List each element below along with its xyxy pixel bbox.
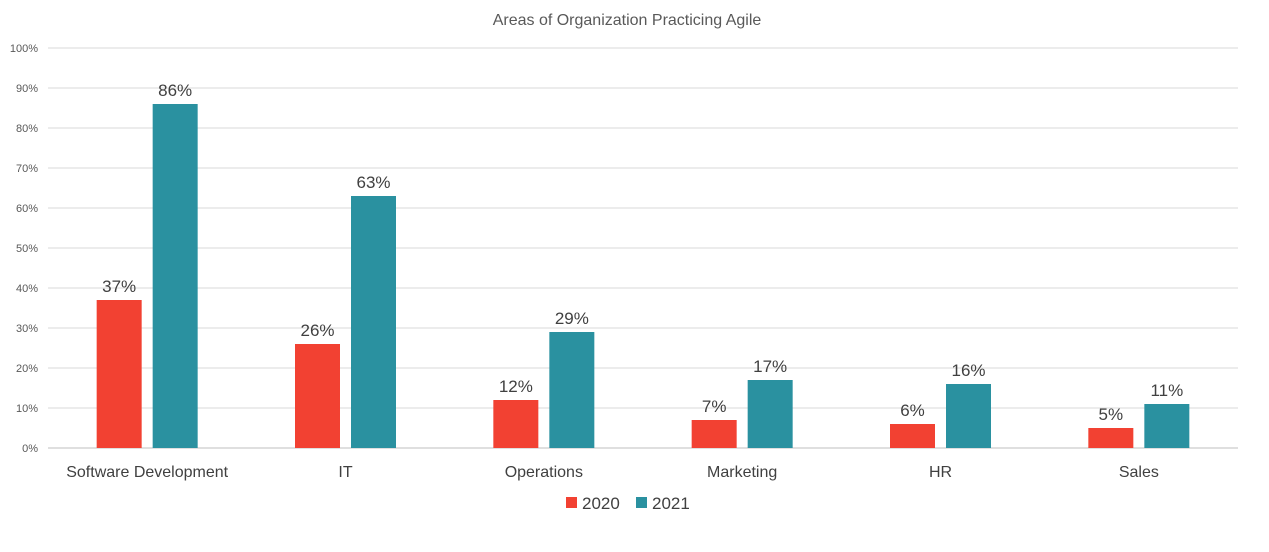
x-axis-ticks: Software Development IT Operations Marketin… [66, 464, 1159, 481]
bar-2020-sales [1088, 428, 1134, 448]
bar-2021-hr [946, 384, 991, 448]
y-tick-label: 100% [10, 43, 38, 55]
bar-2020-operations [493, 400, 539, 448]
legend: 2020 2021 [566, 494, 690, 513]
data-label: 6% [900, 401, 925, 420]
y-tick-label: 10% [16, 403, 38, 415]
y-tick-label: 50% [16, 243, 38, 255]
bar-2021-marketing [747, 380, 793, 448]
y-tick-label: 70% [16, 163, 38, 175]
bar-2021-it [351, 196, 396, 448]
y-tick-label: 20% [16, 363, 38, 375]
y-tick-label: 90% [16, 83, 38, 95]
y-tick-label: 60% [16, 203, 38, 215]
chart-title: Areas of Organization Practicing Agile [493, 12, 762, 29]
bar-2021-software-development [152, 104, 198, 448]
legend-label-2020: 2020 [582, 494, 620, 513]
data-label: 63% [356, 173, 390, 192]
x-tick-label: Sales [1119, 464, 1159, 481]
y-tick-label: 40% [16, 283, 38, 295]
data-label: 17% [753, 357, 787, 376]
x-tick-label: IT [338, 464, 352, 481]
data-label: 7% [702, 397, 727, 416]
x-tick-label: Operations [505, 464, 583, 481]
legend-swatch-2021 [636, 497, 647, 508]
bar-2021-sales [1144, 404, 1190, 448]
bar-2020-it [295, 344, 340, 448]
legend-label-2021: 2021 [652, 494, 690, 513]
bar-2020-marketing [691, 420, 737, 448]
data-label: 16% [951, 361, 985, 380]
y-tick-label: 0% [22, 443, 38, 455]
data-label: 29% [555, 309, 589, 328]
bar-2020-software-development [96, 300, 142, 448]
x-tick-label: Marketing [707, 464, 777, 481]
data-label: 5% [1099, 405, 1124, 424]
data-label: 11% [1150, 381, 1183, 400]
y-tick-label: 30% [16, 323, 38, 335]
data-label: 37% [102, 277, 136, 296]
x-tick-label: HR [929, 464, 952, 481]
bar-2021-operations [549, 332, 595, 448]
bars [96, 104, 1190, 448]
data-labels: 37% 86% 26% 63% 12% 29% 7% 17% 6% 16% 5% 11% [102, 81, 1183, 424]
y-tick-label: 80% [16, 123, 38, 135]
gridlines [48, 47, 1238, 449]
y-axis-ticks: 0% 10% 20% 30% 40% 50% 60% 70% 80% 90% 100% [10, 43, 38, 455]
data-label: 12% [499, 377, 533, 396]
legend-swatch-2020 [566, 497, 577, 508]
bar-2020-hr [890, 424, 935, 448]
data-label: 26% [300, 321, 334, 340]
x-tick-label: Software Development [66, 464, 228, 481]
data-label: 86% [158, 81, 192, 100]
